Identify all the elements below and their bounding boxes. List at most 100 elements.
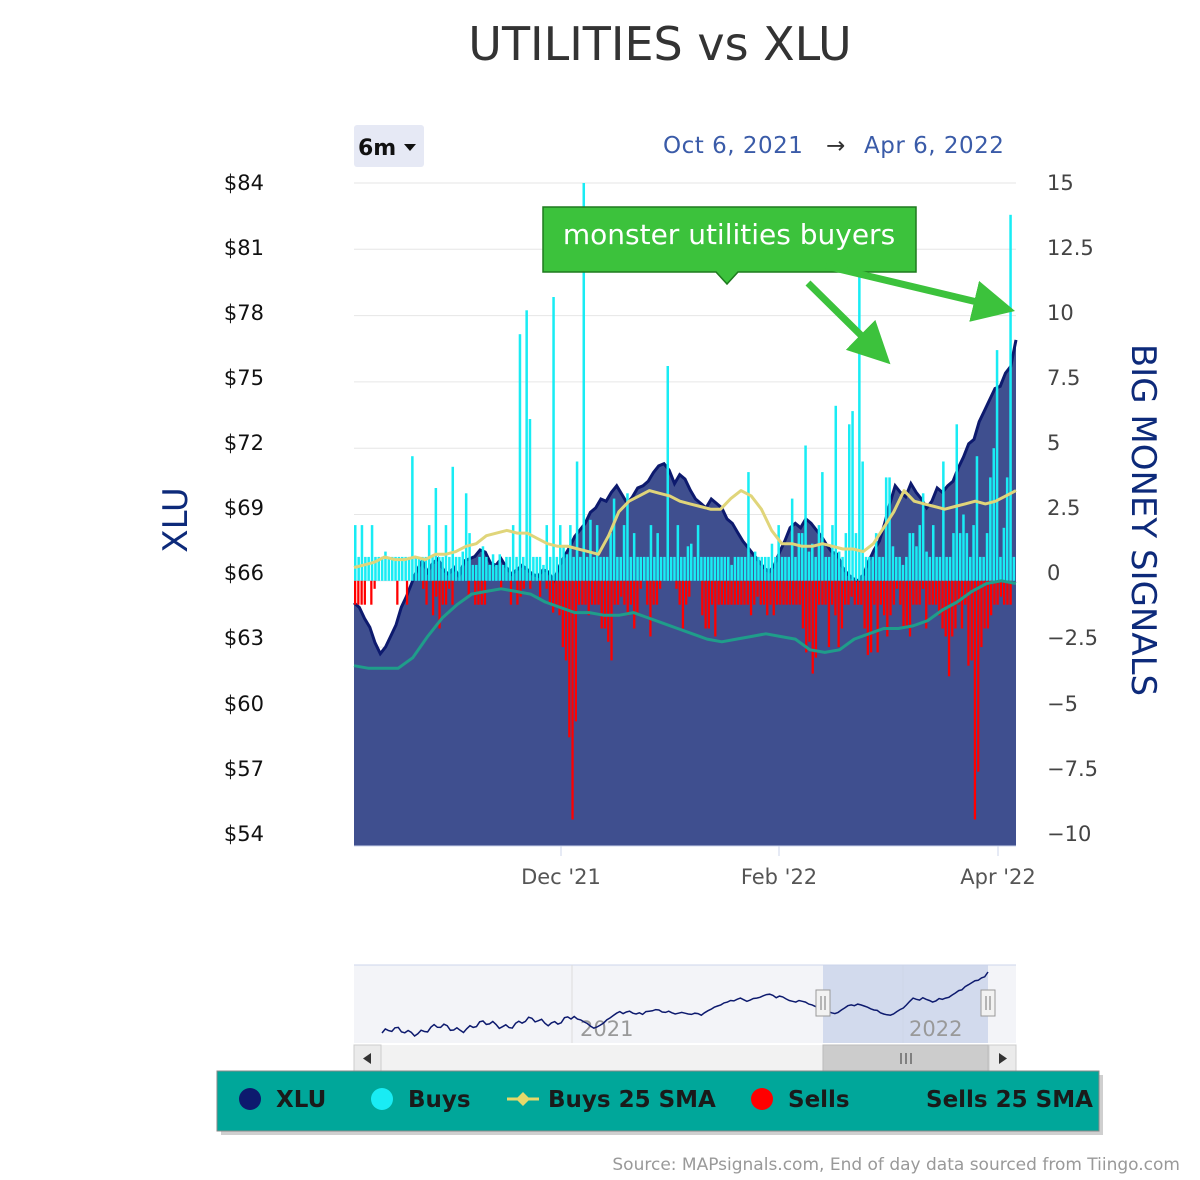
sell-bar <box>996 580 999 605</box>
sell-bar <box>451 580 454 605</box>
left-tick: $54 <box>224 822 264 846</box>
sell-bar <box>883 580 886 616</box>
buy-bar <box>800 533 804 581</box>
buy-bar <box>391 556 394 581</box>
sell-bar <box>918 580 921 605</box>
buy-bar <box>851 411 854 581</box>
sell-bar <box>801 580 805 629</box>
buy-bar <box>629 556 633 581</box>
sell-bar <box>584 580 587 605</box>
buy-bar <box>589 519 592 581</box>
sell-bar <box>818 580 821 605</box>
legend-item-buys[interactable]: Buys <box>371 1087 471 1113</box>
sell-bar <box>831 580 834 605</box>
legend-item-sells-sma[interactable]: Sells 25 SMA <box>926 1087 1093 1113</box>
zoom-selector[interactable]: 6m <box>354 125 424 167</box>
legend-label: Buys 25 SMA <box>548 1087 716 1113</box>
legend-item-sells[interactable]: Sells <box>751 1087 850 1113</box>
buy-bar <box>424 556 428 581</box>
buy-bar <box>468 533 471 581</box>
right-tick: 0 <box>1047 561 1060 585</box>
buy-bar <box>871 556 875 581</box>
buy-bar <box>807 551 811 581</box>
sell-bar <box>902 580 905 629</box>
buy-bar <box>619 556 623 581</box>
annotation-callout: monster utilities buyers <box>542 206 1016 365</box>
buy-bar <box>764 556 767 581</box>
buy-bar <box>464 493 468 581</box>
buy-bar <box>666 366 670 581</box>
sell-bar <box>561 580 564 648</box>
navigator-handle-left[interactable] <box>815 989 831 1017</box>
buy-bar <box>837 551 841 581</box>
sell-bar <box>970 580 973 661</box>
buy-bar <box>905 556 908 581</box>
sell-bar <box>824 580 827 605</box>
sell-bar <box>639 580 642 589</box>
legend-label: Sells 25 SMA <box>926 1087 1093 1113</box>
buy-bar <box>942 461 945 581</box>
buy-bar <box>858 262 861 581</box>
buy-bar <box>454 556 458 581</box>
buy-bar <box>653 556 656 581</box>
sell-bar <box>899 580 902 605</box>
sell-bar <box>873 580 876 605</box>
buy-bar <box>955 424 959 581</box>
sell-bar <box>717 580 720 605</box>
buy-bar <box>747 472 750 581</box>
buy-bar <box>606 556 609 581</box>
right-tick: 5 <box>1047 431 1060 455</box>
buy-bar <box>831 525 834 581</box>
buy-bar <box>565 554 569 581</box>
buy-bar <box>552 297 555 581</box>
legend-item-buys-sma[interactable]: Buys 25 SMA <box>507 1087 716 1113</box>
buy-bar <box>901 564 905 581</box>
source-note: Source: MAPsignals.com, End of day data … <box>612 1155 1180 1175</box>
left-axis-ticks: $84 $81 $78 $75 $72 $69 $66 $63 $60 $57 … <box>224 171 264 846</box>
arrow-right-icon <box>999 1053 1007 1064</box>
sell-bar <box>727 580 730 605</box>
arrow-left-icon <box>363 1053 371 1064</box>
sell-bar <box>701 580 704 616</box>
buy-bar <box>441 556 444 581</box>
sell-bar <box>558 580 561 616</box>
buy-bar <box>911 533 915 581</box>
buy-bar <box>965 533 969 581</box>
buy-bar <box>542 564 545 581</box>
sell-bar <box>811 580 814 674</box>
sell-bar <box>827 580 831 648</box>
right-axis-ticks: 15 12.5 10 7.5 5 2.5 0 −2.5 −5 −7.5 −10 <box>1047 171 1098 846</box>
left-tick: $78 <box>224 301 264 325</box>
navigator-selection[interactable] <box>823 965 988 1043</box>
range-from[interactable]: Oct 6, 2021 <box>663 133 803 159</box>
legend-item-xlu[interactable]: XLU <box>239 1087 326 1113</box>
buy-bar <box>908 533 912 581</box>
sell-bar <box>938 580 941 616</box>
buy-bar <box>777 525 780 581</box>
buy-bar <box>448 556 451 581</box>
sell-bar <box>564 580 568 661</box>
buy-bar <box>821 472 824 581</box>
sell-bar <box>422 580 425 589</box>
buy-bar <box>995 350 999 581</box>
buy-bar <box>895 556 898 581</box>
buy-bar <box>784 556 787 581</box>
scrollbar[interactable] <box>353 1044 1017 1073</box>
buy-bar <box>374 556 377 581</box>
left-tick: $81 <box>224 236 264 260</box>
sell-bar <box>792 580 795 605</box>
buy-bar <box>485 556 488 581</box>
buy-bar <box>501 564 505 581</box>
buy-bar <box>427 525 431 581</box>
sell-bar <box>908 580 912 637</box>
buy-bar <box>639 556 643 581</box>
buy-bar <box>407 556 411 581</box>
navigator-handle-right[interactable] <box>980 989 996 1017</box>
range-to[interactable]: Apr 6, 2022 <box>864 133 1004 159</box>
navigator[interactable]: 2021 2022 <box>354 964 1016 1043</box>
buy-bar <box>760 556 764 581</box>
sell-bar <box>785 580 788 605</box>
sell-bar <box>983 580 986 629</box>
buy-bar <box>357 556 360 581</box>
buy-bar <box>713 556 717 581</box>
